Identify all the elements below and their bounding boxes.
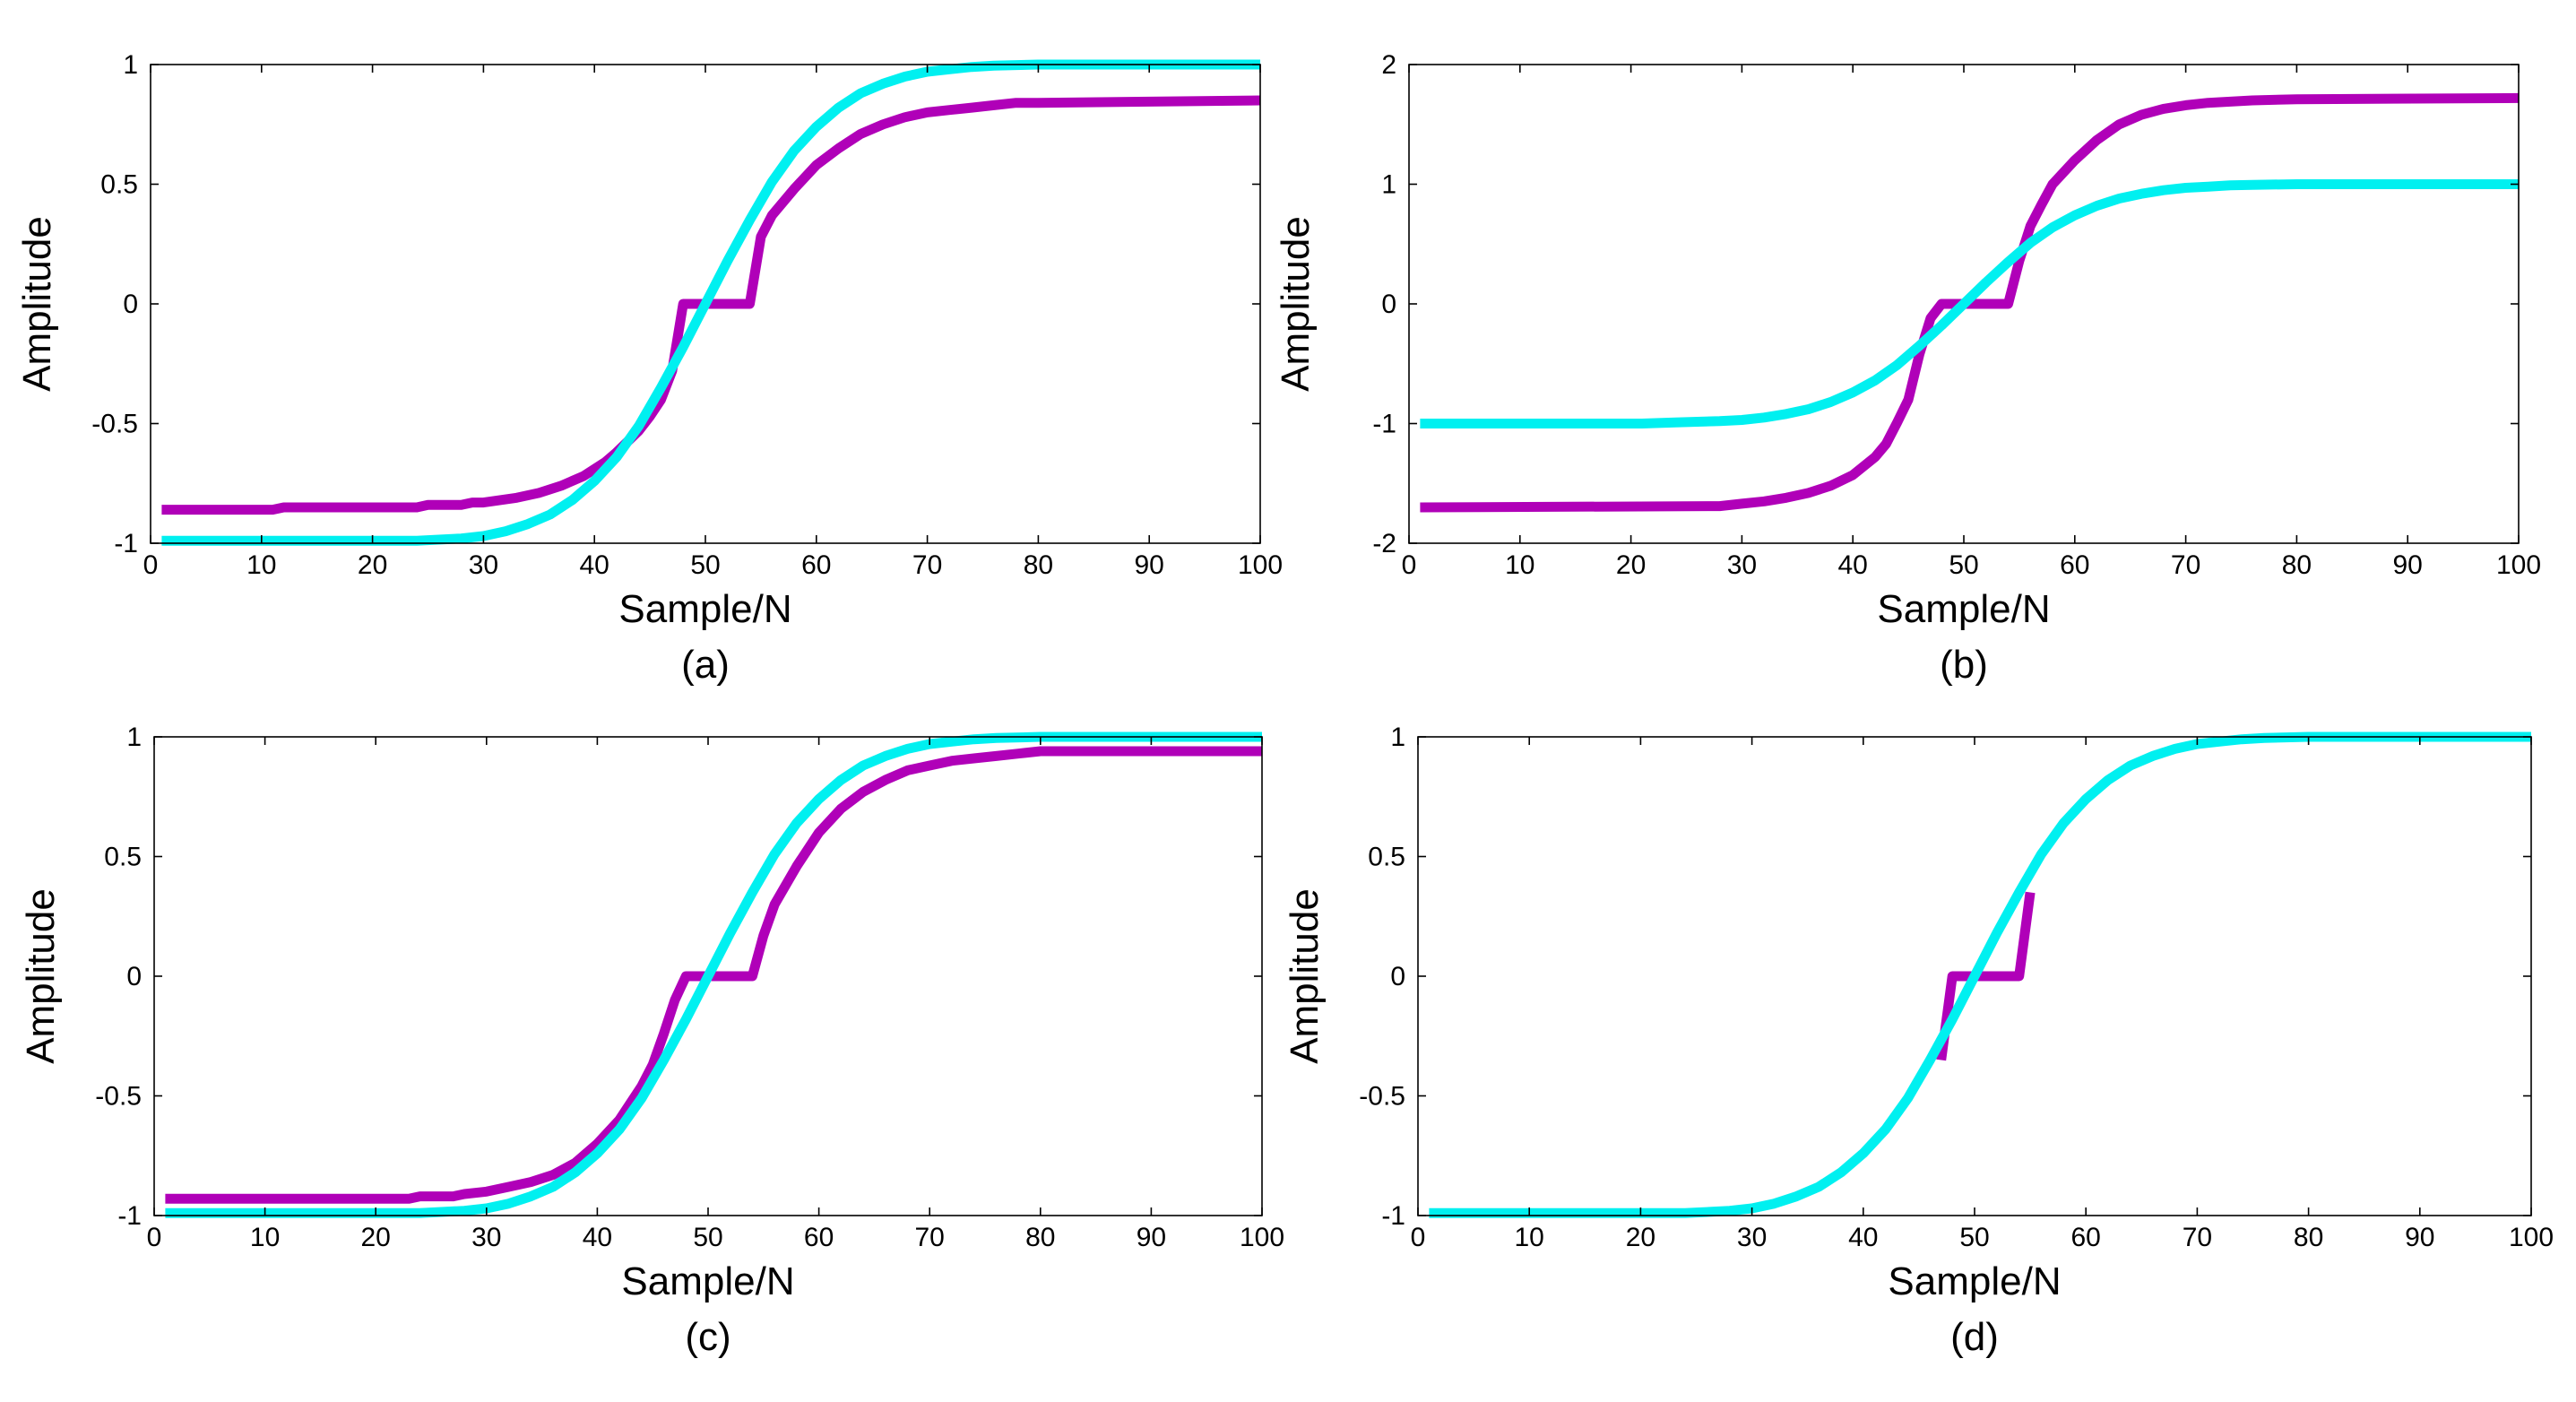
- panel-2: 0 10 20 30 40 50 60 70 80 90 100 -1 -0.5 0 0.5 1 Sample/…: [19, 723, 1284, 1359]
- x-tick-label: 90: [2405, 1223, 2434, 1252]
- y-tick-label: -2: [1372, 529, 1396, 558]
- x-tick-label: 10: [250, 1223, 280, 1252]
- x-tick-label: 10: [1505, 550, 1534, 580]
- panel-label: (c): [685, 1315, 730, 1359]
- y-tick-label: -0.5: [91, 410, 138, 439]
- y-axis-label: Amplitude: [15, 216, 59, 392]
- panel-0: 0 10 20 30 40 50 60 70 80 90 100 -1 -0.5 0 0.5 1 Sample/…: [15, 50, 1283, 687]
- x-tick-label: 100: [2509, 1223, 2554, 1252]
- panel-3: 0 10 20 30 40 50 60 70 80 90 100 -1 -0.5 0 0.5 1 Sample/…: [1283, 723, 2554, 1359]
- series-group: [1429, 731, 2531, 1218]
- y-tick-label: 1: [123, 50, 138, 80]
- x-tick-label: 40: [1848, 1223, 1878, 1252]
- y-tick-label: -1: [114, 529, 138, 558]
- y-tick-label: 0.5: [100, 170, 138, 200]
- series-line-cyan: [1429, 731, 2531, 1218]
- x-tick-label: 60: [2060, 550, 2089, 580]
- x-tick-label: 60: [804, 1223, 834, 1252]
- x-tick-label: 100: [2496, 550, 2541, 580]
- panel-1: 0 10 20 30 40 50 60 70 80 90 100 -2 -1 0 1 2 Sample/N Amp…: [1274, 50, 2541, 687]
- x-tick-label: 50: [690, 550, 720, 580]
- y-tick-label: 0.5: [104, 843, 142, 872]
- y-tick-label: -1: [1381, 1201, 1405, 1231]
- x-tick-label: 30: [1737, 1223, 1767, 1252]
- x-tick-label: 20: [1616, 550, 1646, 580]
- series-group: [1420, 92, 2519, 513]
- y-tick-label: 1: [1390, 723, 1405, 752]
- y-tick-label: -1: [1372, 410, 1396, 439]
- x-axis-label: Sample/N: [618, 587, 791, 631]
- panel-label: (d): [1950, 1315, 1999, 1359]
- x-tick-label: 10: [246, 550, 276, 580]
- x-tick-label: 30: [471, 1223, 501, 1252]
- y-tick-label: 0.5: [1368, 843, 1405, 872]
- x-tick-label: 90: [1137, 1223, 1166, 1252]
- y-axis-label: Amplitude: [1274, 216, 1318, 392]
- x-tick-label: 0: [1411, 1223, 1426, 1252]
- y-tick-label: -0.5: [1359, 1082, 1405, 1112]
- x-tick-label: 20: [358, 550, 387, 580]
- panel-label: (a): [681, 643, 730, 687]
- x-tick-label: 20: [1626, 1223, 1655, 1252]
- x-tick-label: 10: [1515, 1223, 1544, 1252]
- series-line-cyan: [165, 731, 1262, 1218]
- x-tick-label: 90: [1135, 550, 1164, 580]
- x-tick-label: 50: [1949, 550, 1978, 580]
- y-tick-label: 0: [1381, 290, 1396, 319]
- y-tick-label: 1: [1381, 170, 1396, 200]
- y-tick-label: -1: [117, 1201, 142, 1231]
- series-group: [165, 731, 1262, 1218]
- x-tick-label: 40: [580, 550, 609, 580]
- x-tick-label: 50: [693, 1223, 722, 1252]
- x-tick-label: 0: [1402, 550, 1417, 580]
- x-tick-label: 70: [2183, 1223, 2212, 1252]
- x-tick-label: 60: [801, 550, 831, 580]
- x-tick-label: 70: [2171, 550, 2200, 580]
- x-axis-label: Sample/N: [1888, 1259, 2061, 1303]
- x-tick-label: 80: [1025, 1223, 1055, 1252]
- x-tick-label: 40: [583, 1223, 612, 1252]
- x-tick-label: 90: [2393, 550, 2423, 580]
- x-tick-label: 0: [147, 1223, 162, 1252]
- x-tick-label: 50: [1959, 1223, 1989, 1252]
- y-axis-label: Amplitude: [1283, 888, 1327, 1064]
- x-tick-label: 30: [1727, 550, 1757, 580]
- series-line-purple: [1936, 891, 2036, 1061]
- x-tick-label: 0: [143, 550, 159, 580]
- x-tick-label: 30: [469, 550, 498, 580]
- y-tick-label: 0: [1390, 962, 1405, 991]
- panel-label: (b): [1940, 643, 1988, 687]
- y-tick-label: 2: [1381, 50, 1396, 80]
- x-tick-label: 80: [2294, 1223, 2323, 1252]
- x-tick-label: 40: [1838, 550, 1868, 580]
- x-tick-label: 80: [2282, 550, 2312, 580]
- y-tick-label: 1: [126, 723, 142, 752]
- series-line-cyan: [1420, 179, 2519, 428]
- y-tick-label: -0.5: [95, 1082, 142, 1112]
- x-tick-label: 70: [912, 550, 942, 580]
- x-tick-label: 80: [1024, 550, 1053, 580]
- series-line-purple: [1420, 92, 2519, 513]
- x-axis-label: Sample/N: [1877, 587, 2050, 631]
- y-tick-label: 0: [123, 290, 138, 319]
- x-tick-label: 100: [1240, 1223, 1284, 1252]
- series-line-cyan: [161, 59, 1260, 546]
- series-line-purple: [161, 95, 1260, 515]
- y-axis-label: Amplitude: [19, 888, 63, 1064]
- x-axis-label: Sample/N: [621, 1259, 794, 1303]
- y-tick-label: 0: [126, 962, 142, 991]
- series-group: [161, 59, 1260, 546]
- x-tick-label: 60: [2071, 1223, 2101, 1252]
- series-line-purple: [165, 746, 1262, 1204]
- x-tick-label: 70: [915, 1223, 945, 1252]
- x-tick-label: 100: [1238, 550, 1283, 580]
- x-tick-label: 20: [361, 1223, 391, 1252]
